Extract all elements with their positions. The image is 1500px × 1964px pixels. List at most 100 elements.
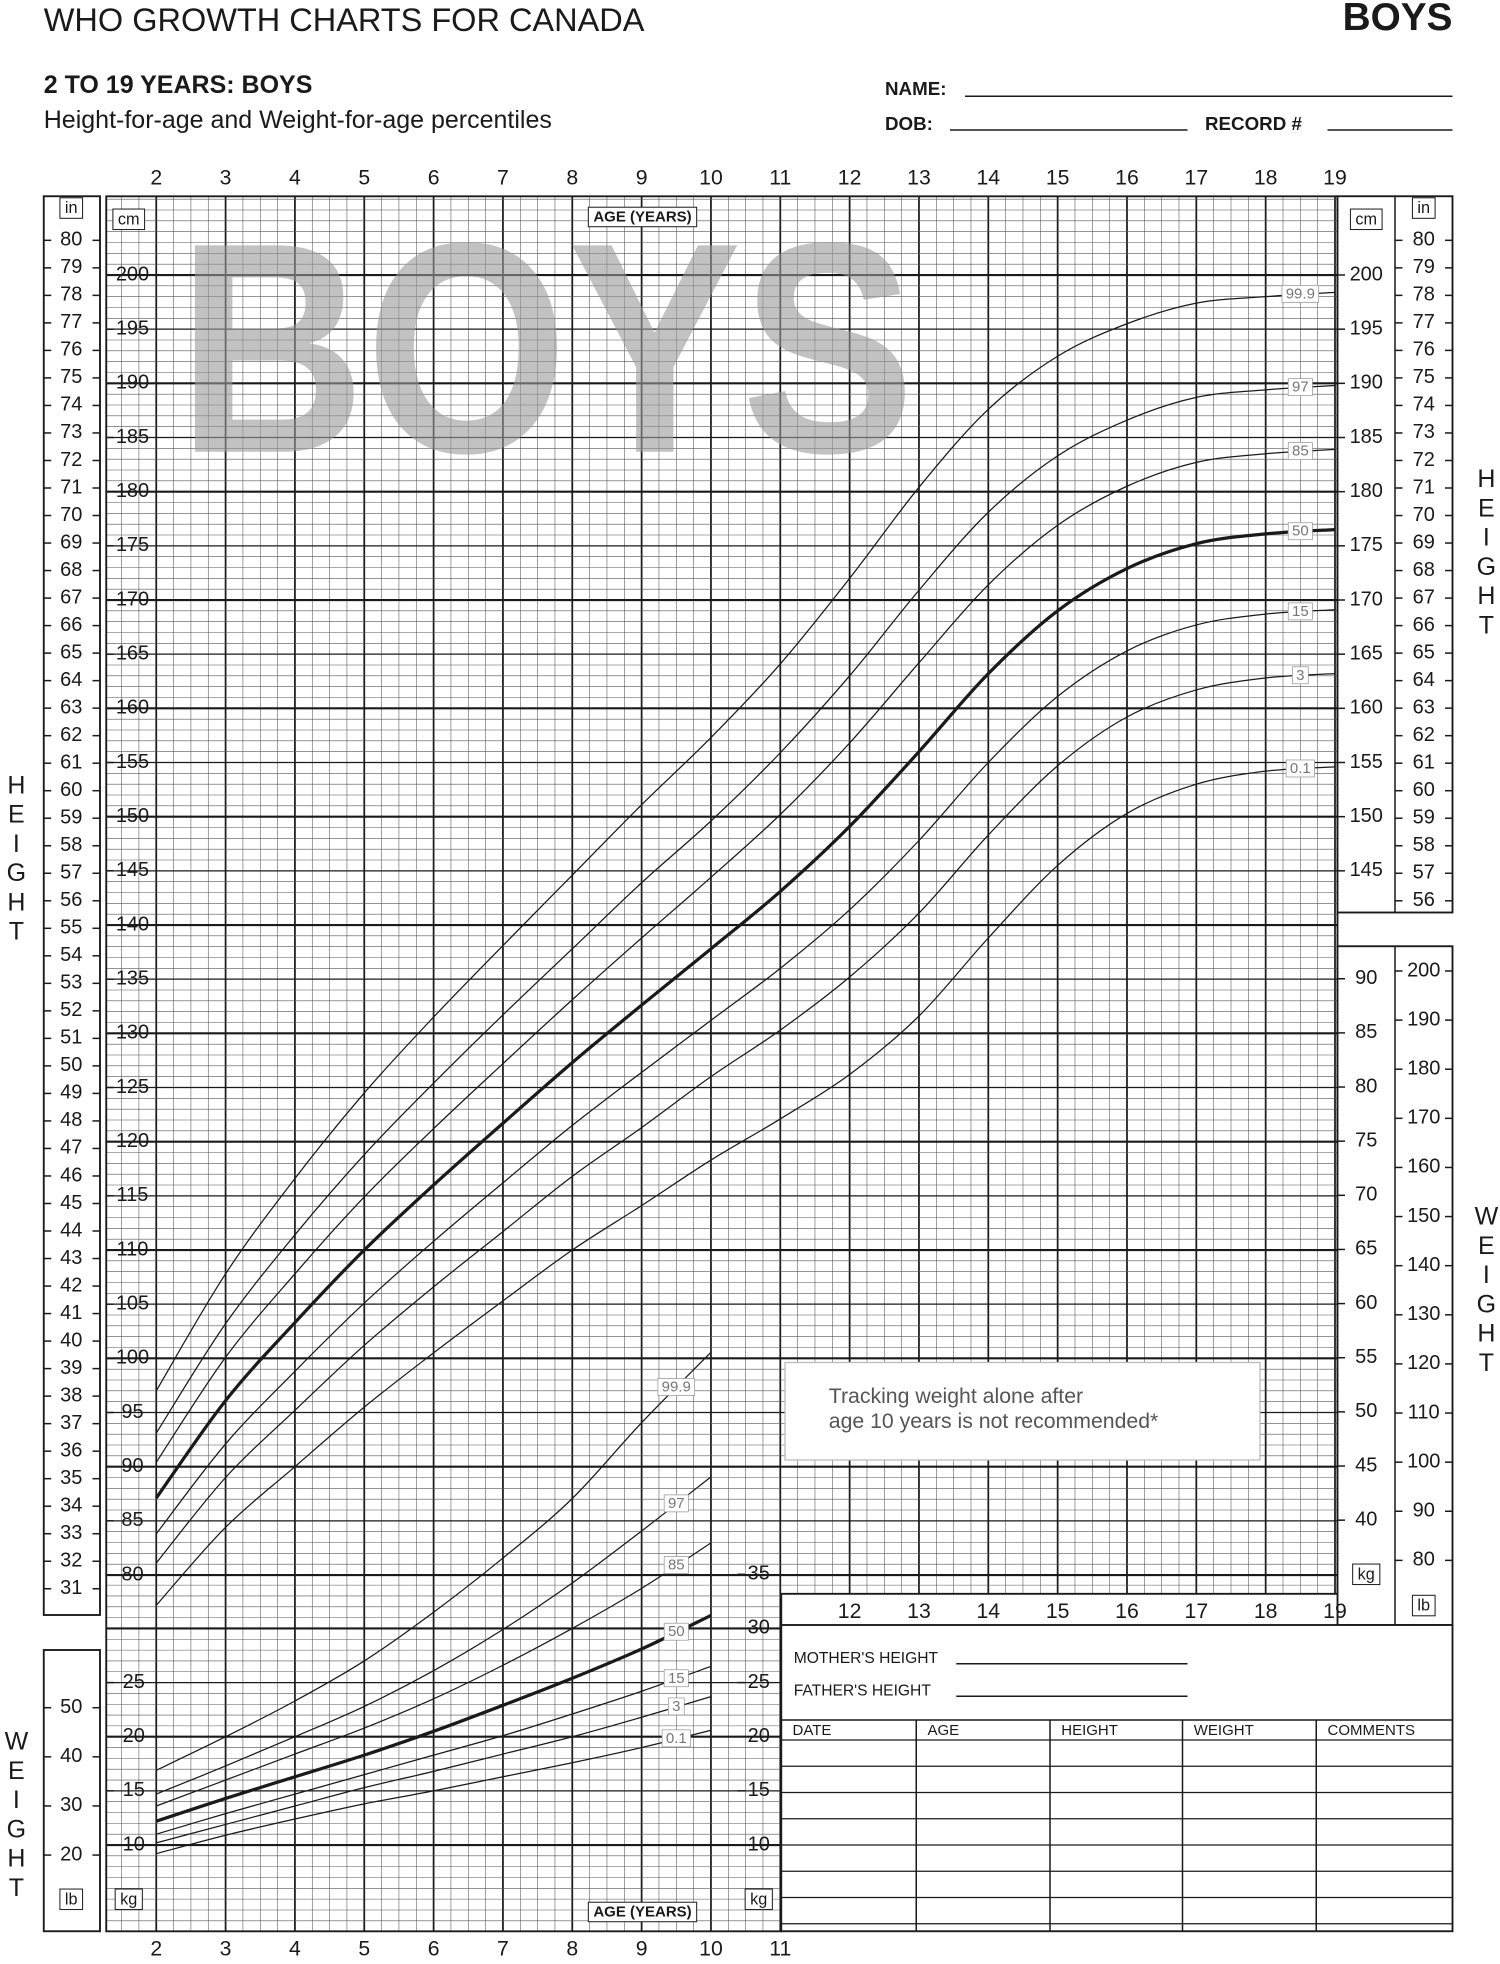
curve-label-bg bbox=[1287, 522, 1313, 541]
y2-tick-label: 71 bbox=[1413, 476, 1435, 498]
y-tick-label: 155 bbox=[116, 751, 149, 773]
y-tick-label: 25 bbox=[748, 1671, 770, 1693]
x-tick-label: 9 bbox=[636, 1937, 648, 1961]
y-tick-label: 80 bbox=[1355, 1075, 1377, 1097]
curve-label-bg bbox=[1287, 378, 1313, 397]
x-tick-label: 17 bbox=[1185, 1599, 1209, 1623]
y2-tick-label: 31 bbox=[60, 1577, 82, 1599]
y-tick-label: 40 bbox=[1355, 1508, 1377, 1530]
y2-tick-label: 80 bbox=[1413, 229, 1435, 251]
x-tick-label: 5 bbox=[358, 1937, 370, 1961]
curve-label: 0.1 bbox=[666, 1730, 687, 1747]
side-label: HEIGHT bbox=[1472, 465, 1500, 641]
curve-label-bg bbox=[663, 1556, 689, 1574]
x-axis-title: AGE (YEARS) bbox=[593, 1903, 691, 1920]
y2-tick-label: 63 bbox=[60, 696, 82, 718]
x-tick-label: 7 bbox=[497, 165, 509, 189]
y2-tick-label: 36 bbox=[60, 1439, 82, 1461]
y-tick-label: 200 bbox=[1350, 263, 1383, 285]
y2-tick-label: 73 bbox=[60, 421, 82, 443]
y2-tick-label: 190 bbox=[1407, 1008, 1440, 1030]
x-tick-label: 8 bbox=[566, 1937, 578, 1961]
x-axis-title: AGE (YEARS) bbox=[593, 208, 691, 225]
y-tick-label: 180 bbox=[116, 480, 149, 502]
y2-tick-label: 76 bbox=[60, 339, 82, 361]
y2-tick-label: 140 bbox=[1407, 1254, 1440, 1276]
x-tick-label: 16 bbox=[1115, 1599, 1139, 1623]
y2-tick-label: 38 bbox=[60, 1384, 82, 1406]
table-header: COMMENTS bbox=[1328, 1722, 1416, 1739]
y-tick-label: 35 bbox=[748, 1563, 770, 1585]
curve-label: 99.9 bbox=[1286, 285, 1315, 302]
y2-tick-label: 46 bbox=[60, 1164, 82, 1186]
y2-tick-label: 50 bbox=[60, 1696, 82, 1718]
curve-label: 97 bbox=[1292, 379, 1309, 396]
y-tick-label: 20 bbox=[748, 1725, 770, 1747]
x-tick-label: 14 bbox=[976, 1599, 1000, 1623]
y-tick-label: 30 bbox=[748, 1617, 770, 1639]
x-tick-label: 19 bbox=[1323, 1599, 1347, 1623]
inch-column bbox=[42, 195, 101, 1616]
percentile-curve bbox=[155, 384, 1336, 1434]
x-tick-label: 18 bbox=[1254, 1599, 1278, 1623]
y2-tick-label: 90 bbox=[1413, 1500, 1435, 1522]
y-tick-label: 130 bbox=[116, 1022, 149, 1044]
y-tick-label: 175 bbox=[116, 534, 149, 556]
curve-label: 15 bbox=[668, 1670, 685, 1687]
y-tick-label: 155 bbox=[1350, 751, 1383, 773]
percentile-curve bbox=[155, 291, 1336, 1392]
description: Height-for-age and Weight-for-age percen… bbox=[44, 106, 552, 134]
y2-tick-label: 180 bbox=[1407, 1058, 1440, 1080]
y-tick-label: 190 bbox=[1350, 372, 1383, 394]
percentile-curve bbox=[156, 1542, 712, 1807]
y-tick-label: 110 bbox=[117, 1238, 149, 1260]
y2-tick-label: 64 bbox=[1413, 669, 1435, 691]
y2-axis-unit: lb bbox=[1417, 1597, 1430, 1615]
y2-tick-label: 79 bbox=[60, 256, 82, 278]
y-tick-label: 80 bbox=[121, 1563, 143, 1585]
x-tick-label: 16 bbox=[1115, 165, 1139, 189]
y-tick-label: 120 bbox=[116, 1130, 149, 1152]
y2-tick-label: 77 bbox=[60, 311, 82, 333]
y2-tick-label: 68 bbox=[60, 559, 82, 581]
curve-label-bg bbox=[663, 1622, 689, 1641]
y-tick-label: 15 bbox=[748, 1779, 770, 1801]
grid bbox=[106, 196, 1338, 1932]
y-axis-unit-bg bbox=[1349, 208, 1383, 231]
y-tick-label: 195 bbox=[116, 317, 149, 339]
pound-column bbox=[42, 1649, 101, 1933]
y-tick-label: 170 bbox=[1350, 588, 1383, 610]
x-tick-label: 8 bbox=[566, 165, 578, 189]
x-tick-label: 6 bbox=[428, 1937, 440, 1961]
name-label: NAME: bbox=[885, 78, 946, 99]
y-tick-label: 170 bbox=[116, 588, 149, 610]
axes: 2 3 4 5 6 7 8 9 10 11 12 13 14 15 16 17 18 192 3 4 5 6 7 8 9 10 11… bbox=[2, 165, 1500, 1960]
curve-label: 0.1 bbox=[1290, 760, 1311, 777]
x-tick-label: 15 bbox=[1046, 165, 1070, 189]
y-axis-unit-bg bbox=[744, 1888, 773, 1911]
y2-tick-label: 79 bbox=[1413, 256, 1435, 278]
y-tick-label: 200 bbox=[116, 263, 149, 285]
page-title: WHO GROWTH CHARTS FOR CANADA bbox=[44, 2, 645, 38]
y2-tick-label: 20 bbox=[60, 1843, 82, 1865]
y2-tick-label: 110 bbox=[1408, 1401, 1440, 1423]
curve-label-bg bbox=[663, 1669, 689, 1688]
side-label: WEIGHT bbox=[1472, 1203, 1500, 1379]
y-tick-label: 135 bbox=[116, 967, 149, 989]
y2-tick-label: 37 bbox=[60, 1412, 82, 1434]
x-tick-label: 10 bbox=[699, 165, 723, 189]
y2-tick-label: 120 bbox=[1407, 1352, 1440, 1374]
y-tick-label: 10 bbox=[748, 1833, 770, 1855]
y2-tick-label: 47 bbox=[60, 1137, 82, 1159]
percentile-curve bbox=[155, 1351, 712, 1771]
y2-tick-label: 66 bbox=[1413, 614, 1435, 636]
y2-tick-label: 50 bbox=[60, 1054, 82, 1076]
x-axis-title-bg bbox=[587, 1901, 698, 1923]
curve-label: 50 bbox=[1292, 523, 1309, 540]
x-tick-label: 12 bbox=[838, 1599, 862, 1623]
x-tick-label: 12 bbox=[838, 165, 862, 189]
y2-axis-unit-bg bbox=[1411, 1594, 1436, 1617]
y2-tick-label: 59 bbox=[60, 807, 82, 829]
